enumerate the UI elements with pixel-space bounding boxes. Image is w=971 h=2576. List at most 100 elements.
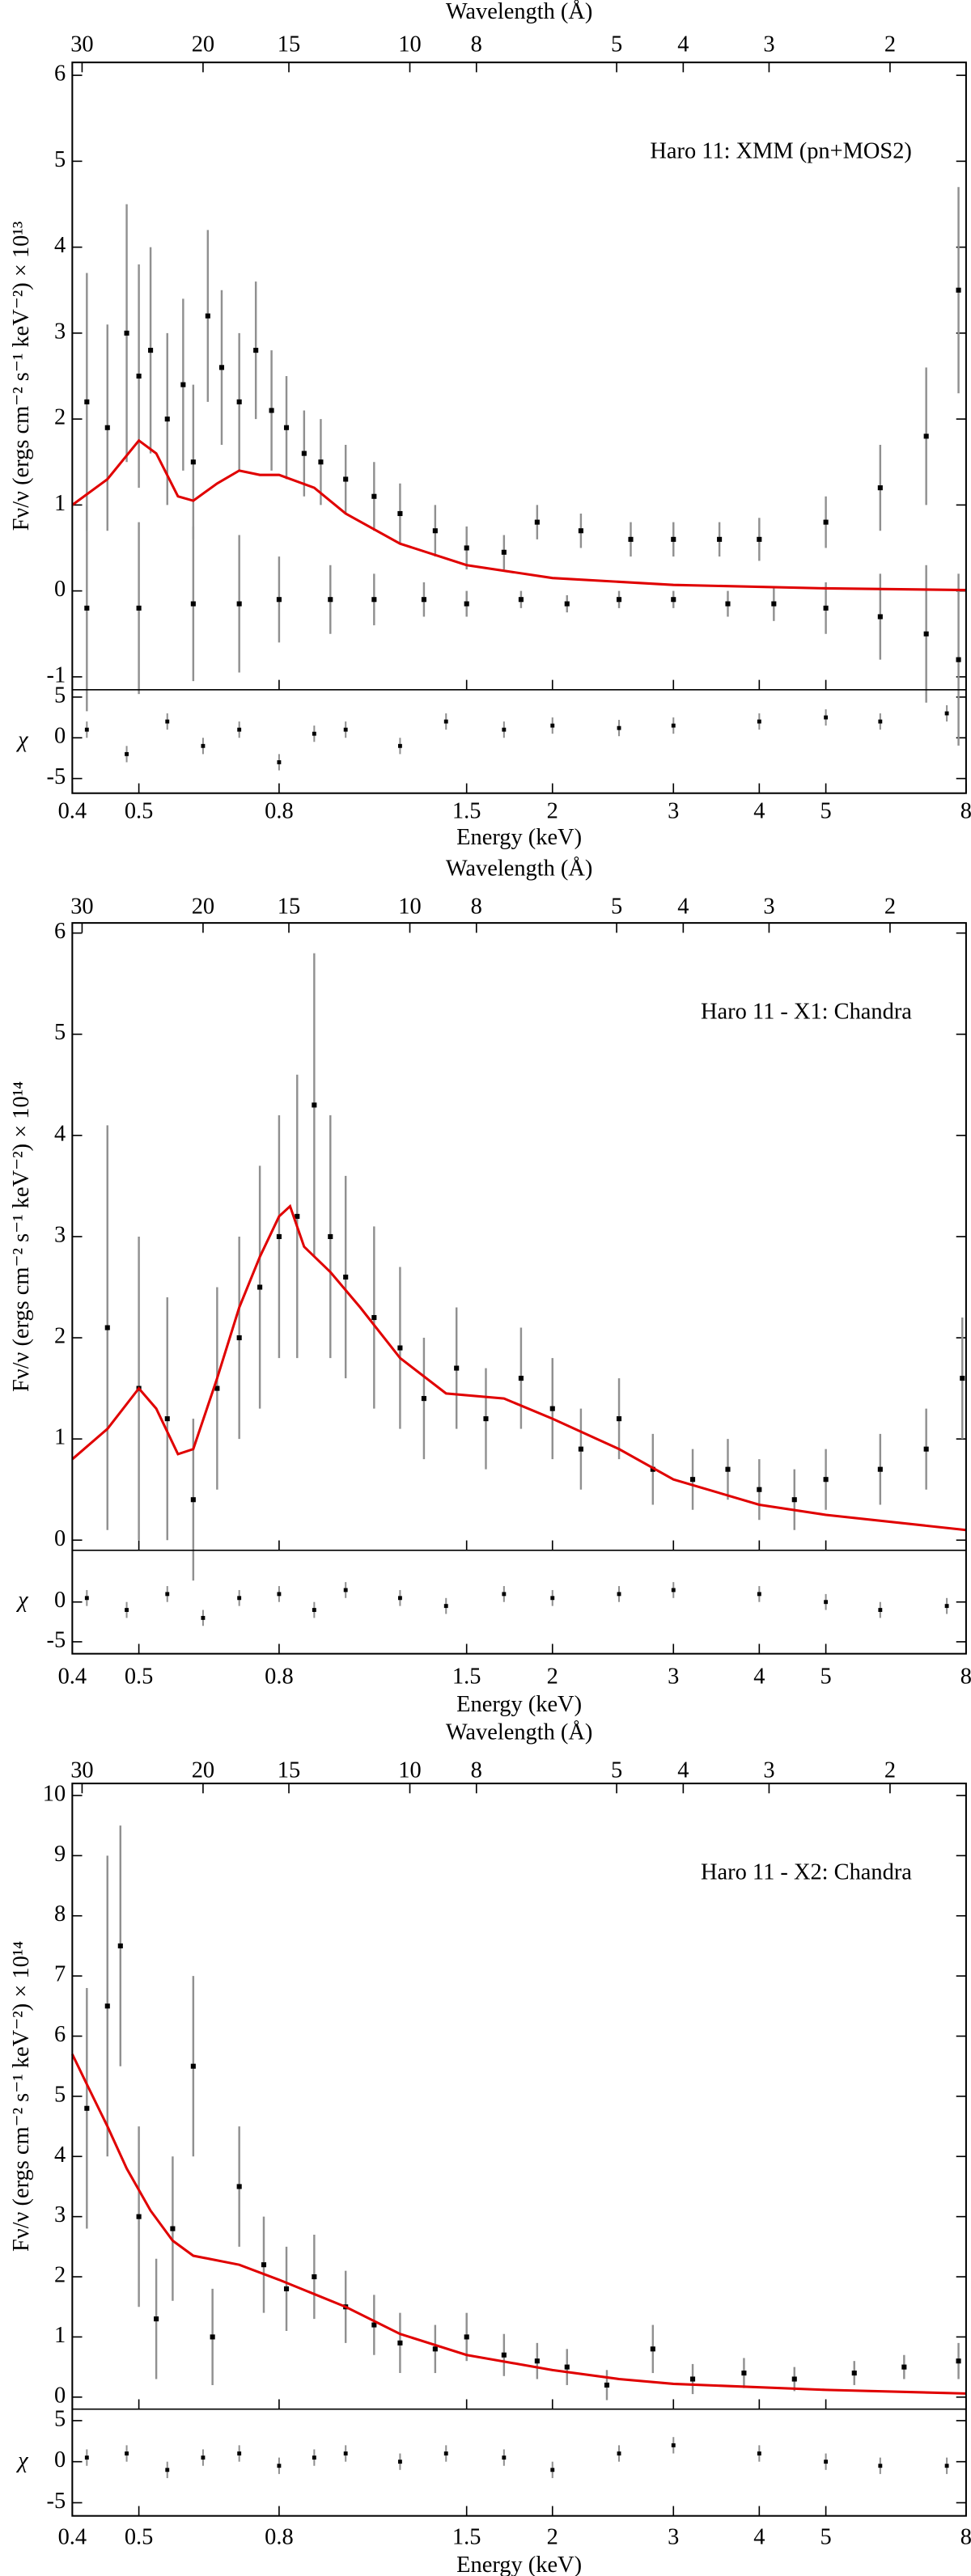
y-tick-label: 1 xyxy=(54,2323,66,2348)
x-tick-label: 3 xyxy=(668,1664,679,1690)
residual-point xyxy=(343,1588,348,1593)
data-point xyxy=(628,536,634,542)
data-point xyxy=(464,601,469,607)
y-tick-label: 6 xyxy=(54,919,66,944)
y-tick-label: 6 xyxy=(54,61,66,87)
data-point xyxy=(616,1416,622,1422)
data-point xyxy=(851,2371,857,2376)
x2-tick-label: 8 xyxy=(471,1758,482,1783)
y-tick-label: 4 xyxy=(54,233,66,258)
x-tick-label: 8 xyxy=(960,1664,971,1690)
data-point xyxy=(725,1466,731,1472)
data-point xyxy=(318,459,324,465)
data-point xyxy=(312,1102,317,1108)
x-tick-label: 5 xyxy=(820,1664,832,1690)
y-tick-label: 8 xyxy=(54,1901,66,1927)
data-point xyxy=(328,597,333,603)
x-tick-label: 1.5 xyxy=(452,1664,481,1690)
data-point xyxy=(501,2352,507,2358)
data-point xyxy=(236,399,242,404)
model-curve xyxy=(70,2054,966,2395)
data-point xyxy=(549,1406,555,1411)
residual-point xyxy=(617,1592,621,1597)
x2-tick-label: 15 xyxy=(278,894,300,919)
data-point xyxy=(343,476,349,482)
y-tick-label: 5 xyxy=(54,1020,66,1045)
y-tick-label: 0 xyxy=(54,2383,66,2408)
y-tick-label: 1 xyxy=(54,491,66,516)
x2-tick-label: 4 xyxy=(677,32,689,57)
data-point xyxy=(190,2063,196,2069)
x-tick-label: 0.5 xyxy=(125,799,154,824)
x2-axis-label: Wavelength (Å) xyxy=(446,0,592,24)
data-point xyxy=(236,601,242,607)
residual-tick-label: -5 xyxy=(47,764,66,789)
data-point xyxy=(616,597,622,603)
data-point xyxy=(757,1487,762,1492)
residual-point xyxy=(617,2451,621,2455)
x-tick-label: 1.5 xyxy=(452,799,481,824)
data-point xyxy=(757,536,762,542)
residual-point xyxy=(502,2455,507,2460)
x-tick-label: 2 xyxy=(547,1664,558,1690)
x-tick-label: 0.8 xyxy=(265,1664,294,1690)
data-point xyxy=(283,425,290,430)
data-point xyxy=(518,1376,524,1381)
data-point xyxy=(190,459,196,465)
x-tick-label: 0.8 xyxy=(265,799,294,824)
x-axis-label: Energy (keV) xyxy=(456,2553,582,2576)
residual-point xyxy=(944,1604,949,1609)
data-point xyxy=(923,434,929,439)
residual-point xyxy=(878,719,883,724)
x-tick-label: 2 xyxy=(547,2525,558,2550)
x-tick-label: 3 xyxy=(668,799,679,824)
panel-title: Haro 11 - X1: Chandra xyxy=(701,999,912,1024)
x2-tick-label: 8 xyxy=(471,32,482,57)
x-tick-label: 1.5 xyxy=(452,2525,481,2550)
x2-tick-label: 3 xyxy=(763,32,774,57)
y-tick-label: 3 xyxy=(54,2202,66,2227)
data-point xyxy=(257,1284,263,1290)
residual-tick-label: -5 xyxy=(47,2489,66,2514)
data-point xyxy=(791,1497,797,1503)
x-tick-label: 0.4 xyxy=(58,1664,87,1690)
residual-axis-label: χ xyxy=(15,2448,29,2473)
residual-point xyxy=(201,743,206,748)
residual-point xyxy=(125,751,129,756)
data-point xyxy=(823,605,829,611)
data-point xyxy=(791,2376,797,2382)
x2-tick-label: 10 xyxy=(398,1758,421,1783)
x-tick-label: 8 xyxy=(960,2525,971,2550)
data-point xyxy=(464,545,469,551)
data-point xyxy=(210,2334,215,2340)
x-axis-label: Energy (keV) xyxy=(456,1692,582,1717)
data-point xyxy=(432,2346,438,2352)
residual-tick-label: 0 xyxy=(54,1588,66,1613)
data-point xyxy=(578,1446,583,1452)
data-point xyxy=(136,605,142,611)
residual-point xyxy=(550,723,555,728)
data-point xyxy=(371,2322,377,2328)
residual-point xyxy=(201,1615,206,1620)
y-tick-label: 7 xyxy=(54,1962,66,1987)
data-point xyxy=(690,1477,696,1483)
data-point xyxy=(164,417,170,422)
x2-tick-label: 30 xyxy=(70,1758,93,1783)
x-axis-label: Energy (keV) xyxy=(456,825,582,850)
y-tick-label: 4 xyxy=(54,1121,66,1146)
data-point xyxy=(901,2364,907,2370)
data-point xyxy=(190,1497,196,1503)
data-point xyxy=(671,536,676,542)
x2-tick-label: 2 xyxy=(884,894,896,919)
x-tick-label: 5 xyxy=(820,2525,832,2550)
x2-tick-label: 20 xyxy=(192,1758,214,1783)
residual-point xyxy=(757,1592,761,1597)
x-tick-label: 4 xyxy=(753,1664,765,1690)
data-point xyxy=(564,601,570,607)
y-tick-label: 0 xyxy=(54,1526,66,1551)
data-point xyxy=(604,2382,610,2388)
x-tick-label: 0.4 xyxy=(58,799,87,824)
y-tick-label: 4 xyxy=(54,2142,66,2168)
residual-point xyxy=(878,2464,883,2468)
x-tick-label: 8 xyxy=(960,799,971,824)
